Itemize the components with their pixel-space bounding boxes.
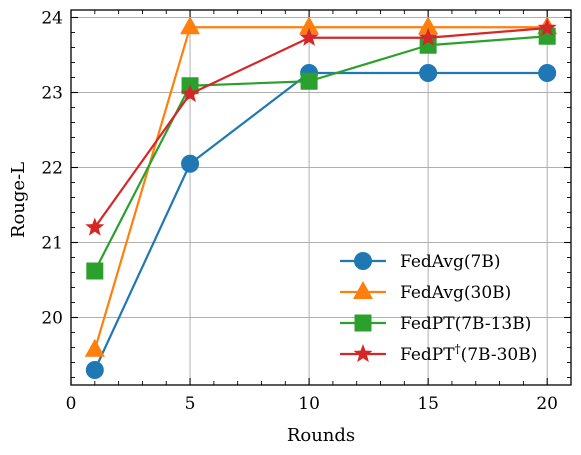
data-point [538, 64, 557, 82]
data-point [181, 154, 200, 173]
data-point [85, 217, 105, 236]
y-tick-label: 22 [41, 159, 63, 179]
data-point [418, 27, 438, 46]
legend-entry-4: FedPT†(7B-30B) [340, 342, 537, 365]
legend-marker [354, 314, 372, 332]
data-point [418, 16, 439, 35]
y-tick-label: 24 [41, 9, 63, 29]
series-layer [84, 16, 558, 379]
legend-marker [353, 344, 373, 363]
axes: 0 5 10 15 20 20 21 22 23 24 [41, 9, 572, 414]
series-line [93, 35, 548, 272]
legend-marker [354, 252, 372, 270]
series-3 [86, 27, 556, 280]
y-tick-label: 20 [41, 309, 63, 329]
series-4 [85, 18, 557, 236]
legend-label: FedPT†(7B-30B) [400, 342, 537, 365]
x-axis-title: Rounds [287, 425, 355, 446]
series-2 [84, 16, 558, 357]
y-tick-label: 23 [41, 84, 63, 104]
data-point [299, 27, 319, 46]
data-point [85, 361, 104, 379]
data-point [180, 84, 200, 103]
legend-entry-2: FedAvg(30B) [340, 281, 511, 303]
data-point [299, 16, 320, 35]
x-tick-label: 10 [298, 394, 320, 414]
legend-label: FedAvg(7B) [400, 252, 500, 272]
legend-entry-1: FedAvg(7B) [340, 252, 500, 272]
x-tick-label: 5 [185, 394, 196, 414]
series-1 [85, 64, 557, 379]
y-tick-label: 21 [41, 234, 63, 254]
legend-label: FedAvg(30B) [400, 283, 511, 303]
y-axis-title: Rouge-L [8, 162, 29, 238]
data-point [300, 72, 318, 90]
data-point [537, 18, 557, 37]
data-point [419, 64, 438, 82]
legend: FedAvg(7B) FedAvg(30B) FedPT(7B-13B) FedPT†… [340, 252, 537, 365]
data-point [86, 262, 104, 280]
legend-label: FedPT(7B-13B) [400, 314, 531, 334]
data-point [84, 338, 105, 357]
data-point [180, 16, 201, 35]
legend-entry-3: FedPT(7B-13B) [340, 314, 531, 334]
series-line [93, 26, 548, 229]
legend-marker [353, 281, 373, 299]
x-tick-label: 15 [417, 394, 439, 414]
x-tick-label: 0 [66, 394, 77, 414]
x-tick-label: 20 [536, 394, 558, 414]
